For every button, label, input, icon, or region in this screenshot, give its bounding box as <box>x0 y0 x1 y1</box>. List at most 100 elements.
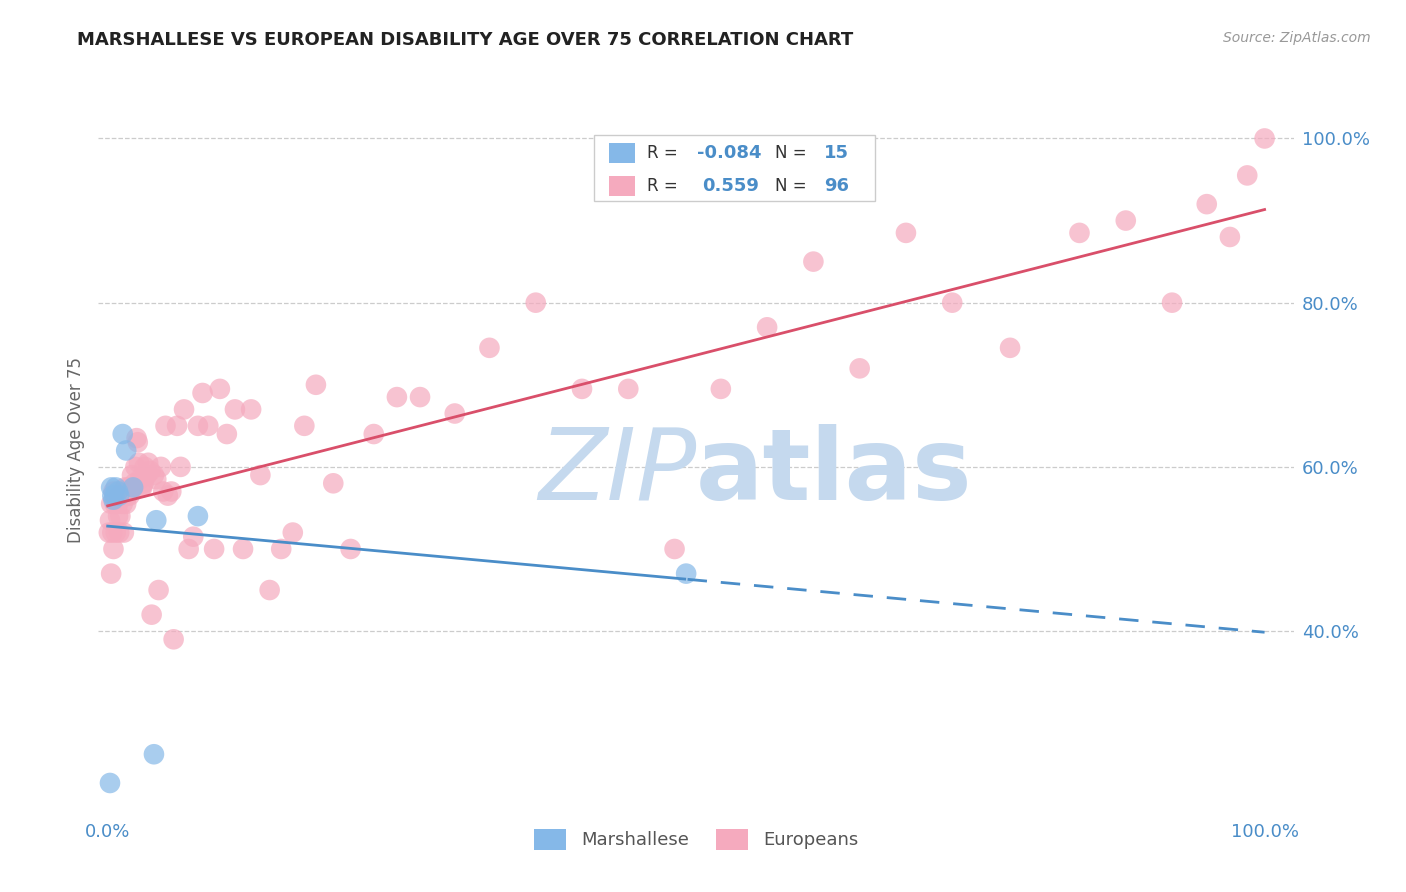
Point <box>127 435 149 450</box>
Point <box>249 468 271 483</box>
Point <box>363 427 385 442</box>
Text: N =: N = <box>775 145 811 162</box>
Point <box>224 402 246 417</box>
Point <box>131 480 153 494</box>
Point <box>112 525 135 540</box>
Point <box>134 459 156 474</box>
Text: 96: 96 <box>824 177 849 195</box>
Text: -0.084: -0.084 <box>697 145 762 162</box>
Point <box>281 525 304 540</box>
Text: Source: ZipAtlas.com: Source: ZipAtlas.com <box>1223 31 1371 45</box>
Point <box>101 525 124 540</box>
Point <box>98 776 121 790</box>
Point <box>121 468 143 483</box>
Point <box>1115 213 1137 227</box>
Point <box>160 484 183 499</box>
Point <box>103 492 125 507</box>
Point <box>107 497 129 511</box>
Point <box>142 468 165 483</box>
Point <box>110 489 132 503</box>
Point <box>114 489 136 503</box>
Point <box>675 566 697 581</box>
Point <box>103 484 125 499</box>
Point <box>208 382 231 396</box>
Point <box>132 476 155 491</box>
Point <box>152 484 174 499</box>
Text: ZIP: ZIP <box>537 424 696 521</box>
Point <box>710 382 733 396</box>
Point <box>111 427 134 442</box>
Point <box>202 541 225 556</box>
Point <box>97 525 120 540</box>
Bar <box>609 176 636 196</box>
Point <box>617 382 640 396</box>
Point <box>803 254 825 268</box>
Point <box>409 390 432 404</box>
Point <box>1195 197 1218 211</box>
Point <box>148 582 170 597</box>
Point <box>169 459 191 474</box>
Point <box>141 607 163 622</box>
Point <box>187 509 209 524</box>
Point <box>339 541 361 556</box>
Point <box>117 480 139 494</box>
Point <box>162 632 184 647</box>
Point <box>270 541 292 556</box>
Point <box>571 382 593 396</box>
Point <box>181 530 204 544</box>
Point <box>155 418 177 433</box>
Point <box>129 472 152 486</box>
Point <box>305 377 328 392</box>
Text: R =: R = <box>647 145 683 162</box>
Point <box>187 418 209 433</box>
Y-axis label: Disability Age Over 75: Disability Age Over 75 <box>66 358 84 543</box>
Point <box>941 295 963 310</box>
Point <box>173 402 195 417</box>
Point <box>111 497 134 511</box>
Point <box>322 476 344 491</box>
Point <box>215 427 238 442</box>
Point <box>145 472 167 486</box>
Point <box>110 509 132 524</box>
Point <box>240 402 263 417</box>
Point <box>125 431 148 445</box>
Point <box>524 295 547 310</box>
Point <box>129 480 152 494</box>
Point <box>120 480 142 494</box>
Text: MARSHALLESE VS EUROPEAN DISABILITY AGE OVER 75 CORRELATION CHART: MARSHALLESE VS EUROPEAN DISABILITY AGE O… <box>77 31 853 49</box>
Point <box>108 525 131 540</box>
Text: 0.559: 0.559 <box>702 177 759 195</box>
Point <box>197 418 219 433</box>
Point <box>1253 131 1275 145</box>
Text: R =: R = <box>647 177 688 195</box>
Point <box>98 513 121 527</box>
Point <box>104 525 127 540</box>
Point <box>848 361 870 376</box>
Point <box>166 418 188 433</box>
Point <box>149 459 172 474</box>
Text: N =: N = <box>775 177 811 195</box>
Point <box>100 497 122 511</box>
Point <box>107 509 129 524</box>
Point <box>1219 230 1241 244</box>
Point <box>101 489 124 503</box>
Point <box>105 492 128 507</box>
Point <box>115 443 138 458</box>
Point <box>136 456 159 470</box>
Bar <box>609 144 636 163</box>
Point <box>124 476 146 491</box>
Point <box>100 480 122 494</box>
Point <box>894 226 917 240</box>
Point <box>292 418 315 433</box>
Point <box>122 480 145 494</box>
Point <box>122 480 145 494</box>
Point <box>104 497 127 511</box>
Point <box>108 489 131 503</box>
Point <box>443 407 465 421</box>
Point <box>259 582 281 597</box>
Point <box>145 513 167 527</box>
Point <box>114 480 136 494</box>
Text: atlas: atlas <box>696 424 973 521</box>
Point <box>177 541 200 556</box>
Point <box>139 464 162 478</box>
